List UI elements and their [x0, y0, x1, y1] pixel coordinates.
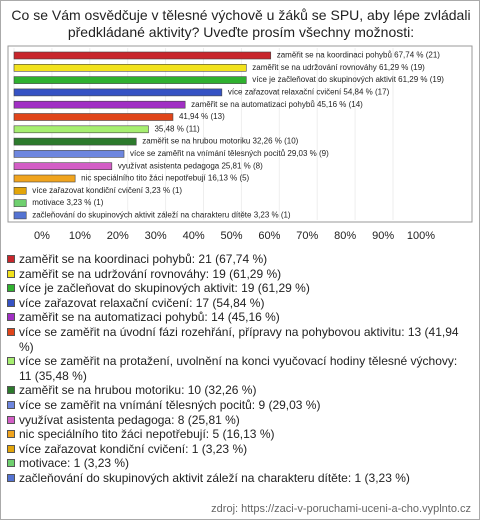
legend-item: více se zaměřit na úvodní fázi rozehřání… [7, 325, 473, 354]
value-label: více se zaměřit na vnímání tělesných poc… [130, 149, 329, 158]
x-tick-label: 0% [34, 230, 50, 242]
bar [13, 51, 272, 60]
value-label: motivace 3,23 % (1) [32, 198, 103, 207]
legend-label: více zařazovat kondiční cvičení: 1 (3,23… [19, 441, 248, 456]
value-label: více je začleňovat do skupinových aktivi… [252, 75, 444, 84]
legend-item: zaměřit se na automatizaci pohybů: 14 (4… [7, 310, 473, 325]
legend-item: využívat asistenta pedagoga: 8 (25,81 %) [7, 413, 473, 428]
legend-swatch [7, 415, 15, 424]
value-label: více zařazovat relaxační cvičení 54,84 %… [228, 88, 390, 97]
legend-label: více zařazovat relaxační cvičení: 17 (54… [19, 295, 265, 310]
legend-label: využívat asistenta pedagoga: 8 (25,81 %) [19, 412, 240, 427]
x-tick-label: 90% [372, 230, 394, 242]
chart-title: Co se Vám osvědčuje v tělesné výchově u … [11, 7, 471, 40]
legend-swatch [7, 327, 15, 336]
legend-label: zaměřit se na koordinaci pohybů: 21 (67,… [19, 252, 268, 266]
legend-item: motivace: 1 (3,23 %) [7, 456, 473, 471]
x-tick-label: 70% [296, 230, 318, 242]
bar [13, 174, 76, 183]
bar [13, 113, 174, 121]
legend-swatch [7, 255, 15, 263]
legend-item: nic speciálního tito žáci nepotřebují: 5… [7, 427, 473, 442]
legend-label: více se zaměřit na vnímání tělesných poc… [19, 397, 321, 412]
value-label: nic speciálního tito žáci nepotřebují 16… [81, 174, 249, 183]
bar [13, 162, 113, 170]
legend-item: zaměřit se na udržování rovnováhy: 19 (6… [7, 267, 473, 282]
legend-label: více je začleňovat do skupinových aktivi… [19, 281, 310, 296]
legend-swatch [7, 430, 15, 439]
legend-swatch [7, 473, 15, 482]
legend-item: zaměřit se na hrubou motoriku: 10 (32,26… [7, 383, 473, 398]
legend-item: více se zaměřit na protažení, uvolnění n… [7, 354, 473, 383]
x-tick-label: 80% [334, 230, 356, 242]
value-label: využívat asistenta pedagoga 25,81 % (8) [118, 161, 263, 170]
legend-item: zaměřit se na koordinaci pohybů: 21 (67,… [7, 252, 473, 267]
legend-swatch [7, 444, 15, 453]
legend-label: zaměřit se na hrubou motoriku: 10 (32,26… [19, 383, 257, 398]
bar [13, 76, 247, 84]
x-tick-label: 30% [145, 230, 167, 242]
legend-item: více je začleňovat do skupinových aktivi… [7, 281, 473, 296]
value-label: více zařazovat kondiční cvičení 3,23 % (… [32, 186, 182, 195]
legend-swatch [7, 357, 15, 366]
bar [13, 187, 27, 195]
x-tick-label: 60% [258, 230, 280, 242]
value-label: 41,94 % (13) [179, 112, 225, 121]
legend-swatch [7, 298, 15, 307]
value-label: začleňování do skupinových aktivit zálež… [32, 211, 291, 220]
bar [13, 150, 125, 158]
value-label: zaměřit se na hrubou motoriku 32,26 % (1… [142, 137, 298, 146]
x-tick-label: 40% [183, 230, 205, 242]
bar [13, 199, 27, 207]
value-label: zaměřit se na automatizaci pohybů 45,16 … [191, 100, 363, 109]
value-label: zaměřit se na koordinaci pohybů 67,74 % … [277, 51, 441, 60]
source: zdroj: https://zaci-v-poruchami-uceni-a-… [211, 503, 471, 515]
x-tick-label: 20% [107, 230, 129, 242]
legend-label: motivace: 1 (3,23 %) [19, 456, 130, 471]
value-label: 35,48 % (11) [154, 124, 200, 133]
legend-item: začleňování do skupinových aktivit zálež… [7, 471, 473, 486]
bar [13, 211, 27, 220]
bar [13, 100, 186, 109]
x-tick-label: 50% [220, 230, 242, 242]
legend-swatch [7, 284, 15, 293]
legend-swatch [7, 313, 15, 322]
bar [13, 125, 149, 134]
x-tick-label: 100% [407, 230, 435, 242]
legend-item: více zařazovat relaxační cvičení: 17 (54… [7, 296, 473, 311]
legend-swatch [7, 386, 15, 395]
legend-item: více se zaměřit na vnímání tělesných poc… [7, 398, 473, 413]
bar [13, 137, 137, 146]
legend-label: začleňování do skupinových aktivit zálež… [19, 470, 410, 485]
legend-swatch [7, 400, 15, 409]
bar [13, 63, 247, 72]
legend-label: zaměřit se na udržování rovnováhy: 19 (6… [19, 266, 282, 281]
legend-label: zaměřit se na automatizaci pohybů: 14 (4… [19, 310, 280, 325]
legend-item: více zařazovat kondiční cvičení: 1 (3,23… [7, 442, 473, 457]
legend-swatch [7, 459, 15, 468]
legend-label: více se zaměřit na úvodní fázi rozehřání… [19, 324, 459, 354]
legend-label: více se zaměřit na protažení, uvolnění n… [19, 354, 458, 383]
plot-frame [7, 45, 473, 223]
bar [13, 88, 223, 97]
x-tick-label: 10% [69, 230, 91, 242]
legend-swatch [7, 269, 15, 278]
legend-label: nic speciálního tito žáci nepotřebují: 5… [19, 427, 275, 442]
value-label: zaměřit se na udržování rovnováhy 61,29 … [252, 63, 425, 72]
legend: zaměřit se na koordinaci pohybů: 21 (67,… [7, 252, 473, 486]
chart: 0% 10% 20% 30% 40% 50% 60% 70% 80% 90% 100% zaměřit… [7, 45, 473, 242]
